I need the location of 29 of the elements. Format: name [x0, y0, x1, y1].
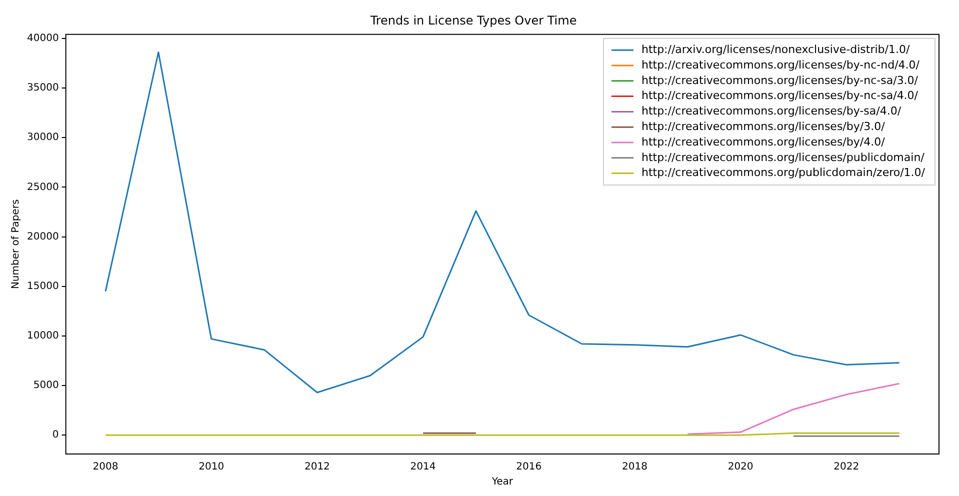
x-tick-label: 2014 [410, 462, 436, 473]
y-tick-label: 35000 [27, 82, 59, 94]
y-tick-label: 10000 [27, 330, 59, 342]
y-tick-label: 20000 [27, 231, 59, 242]
legend-label: http://arxiv.org/licenses/nonexclusive-distrib/1.0/ [641, 42, 910, 56]
legend-label: http://creativecommons.org/licenses/by-sa/4.0/ [641, 104, 902, 118]
x-tick-label: 2012 [304, 462, 330, 473]
y-tick-label: 30000 [27, 132, 59, 144]
chart-title: Trends in License Types Over Time [369, 13, 577, 28]
legend-label: http://creativecommons.org/publicdomain/zero/1.0/ [641, 166, 926, 180]
x-tick-label: 2018 [622, 462, 648, 473]
legend-label: http://creativecommons.org/licenses/by-nc-sa/3.0/ [641, 74, 918, 87]
y-tick-label: 40000 [27, 32, 59, 44]
y-tick-label: 25000 [27, 182, 59, 193]
x-tick-label: 2020 [728, 462, 754, 473]
x-tick-label: 2022 [834, 462, 860, 473]
x-tick-label: 2008 [92, 462, 118, 473]
legend-label: http://creativecommons.org/licenses/by-nc-sa/4.0/ [641, 89, 918, 102]
x-axis-title: Year [490, 476, 514, 488]
y-axis-title: Number of Papers [10, 199, 22, 290]
x-tick-label: 2016 [516, 462, 542, 473]
legend-label: http://creativecommons.org/licenses/by/3.0/ [641, 120, 886, 133]
legend-label: http://creativecommons.org/licenses/publicdomain/ [641, 150, 925, 164]
x-tick-label: 2010 [198, 462, 224, 473]
y-tick-label: 15000 [27, 280, 59, 292]
legend-label: http://creativecommons.org/licenses/by/4.0/ [641, 135, 886, 148]
legend-label: http://creativecommons.org/licenses/by-nc-nd/4.0/ [641, 58, 920, 72]
y-tick-label: 5000 [33, 380, 59, 392]
y-tick-label: 0 [52, 430, 59, 441]
